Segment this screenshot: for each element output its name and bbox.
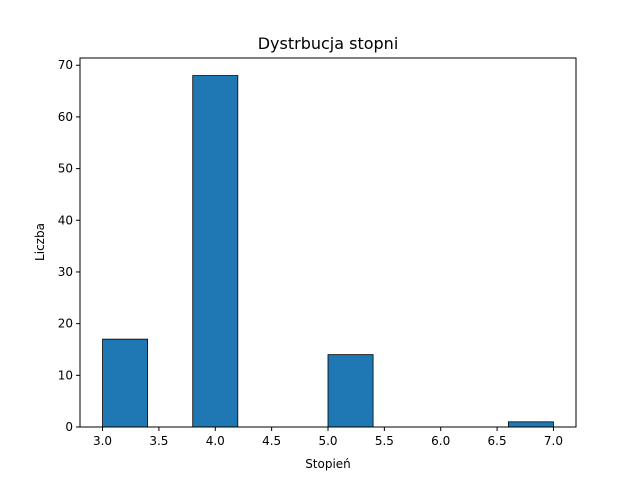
x-tick-label: 3.5: [149, 434, 168, 448]
y-tick-label: 0: [65, 420, 73, 434]
plot-frame: [79, 57, 577, 428]
x-tick-label: 4.0: [206, 434, 225, 448]
y-tick-label: 10: [58, 368, 73, 382]
histogram-bar-5: [327, 354, 374, 428]
y-axis-label: Liczba: [33, 223, 47, 261]
histogram-bar-2: [192, 75, 239, 428]
x-tick-label: 3.0: [93, 434, 112, 448]
y-tick-label: 40: [58, 213, 73, 227]
x-tick-label: 5.5: [375, 434, 394, 448]
x-tick-label: 4.5: [262, 434, 281, 448]
y-axis-ticks: 0 10 20 30 40 50 60 70: [58, 58, 80, 434]
x-tick-label: 7.0: [544, 434, 563, 448]
x-tick-label: 6.0: [431, 434, 450, 448]
bars-group: [102, 75, 554, 428]
y-tick-label: 50: [58, 162, 73, 176]
y-tick-label: 20: [58, 317, 73, 331]
y-tick-label: 70: [58, 58, 73, 72]
y-tick-label: 30: [58, 265, 73, 279]
y-tick-label: 60: [58, 110, 73, 124]
histogram-bar-9: [507, 421, 554, 428]
x-tick-label: 5.0: [318, 434, 337, 448]
x-axis-ticks: 3.0 3.5 4.0 4.5 5.0 5.5 6.0 6.5 7.0: [93, 427, 563, 448]
x-tick-label: 6.5: [488, 434, 507, 448]
chart-title: Dystrbucja stopni: [258, 34, 399, 53]
x-axis-label: Stopień: [305, 457, 351, 471]
histogram-bar-0: [102, 338, 149, 428]
